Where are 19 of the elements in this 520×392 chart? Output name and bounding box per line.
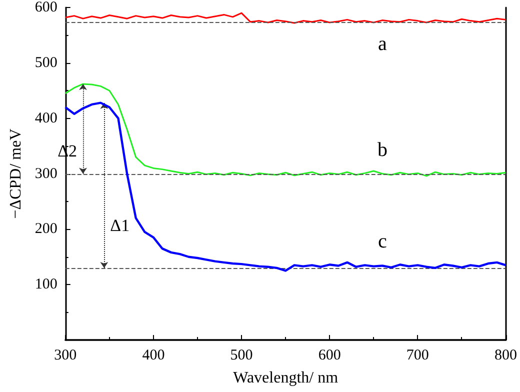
- y-tick-label: 300: [34, 166, 58, 182]
- series-label: a: [378, 33, 388, 56]
- y-tick-label: 400: [34, 110, 58, 126]
- y-tick-label: 600: [34, 0, 58, 16]
- x-axis-title: Wavelength/ nm: [233, 370, 339, 386]
- x-tick-label: 500: [230, 348, 253, 364]
- series-label: b: [377, 138, 388, 161]
- x-tick-label: 300: [54, 348, 77, 364]
- y-axis-title: −ΔCPD/ meV: [8, 128, 24, 219]
- line-series: [64, 12, 506, 24]
- series-label: c: [378, 230, 388, 253]
- x-tick-label: 400: [142, 348, 165, 364]
- y-tick-label: 500: [34, 54, 58, 71]
- y-tick-label: 100: [34, 276, 58, 293]
- x-tick-label: 800: [494, 348, 517, 364]
- x-tick-label: 600: [318, 348, 341, 364]
- y-tick-label: 200: [34, 221, 58, 238]
- x-tick-label: 700: [406, 348, 429, 364]
- annotation: Δ1: [110, 216, 130, 235]
